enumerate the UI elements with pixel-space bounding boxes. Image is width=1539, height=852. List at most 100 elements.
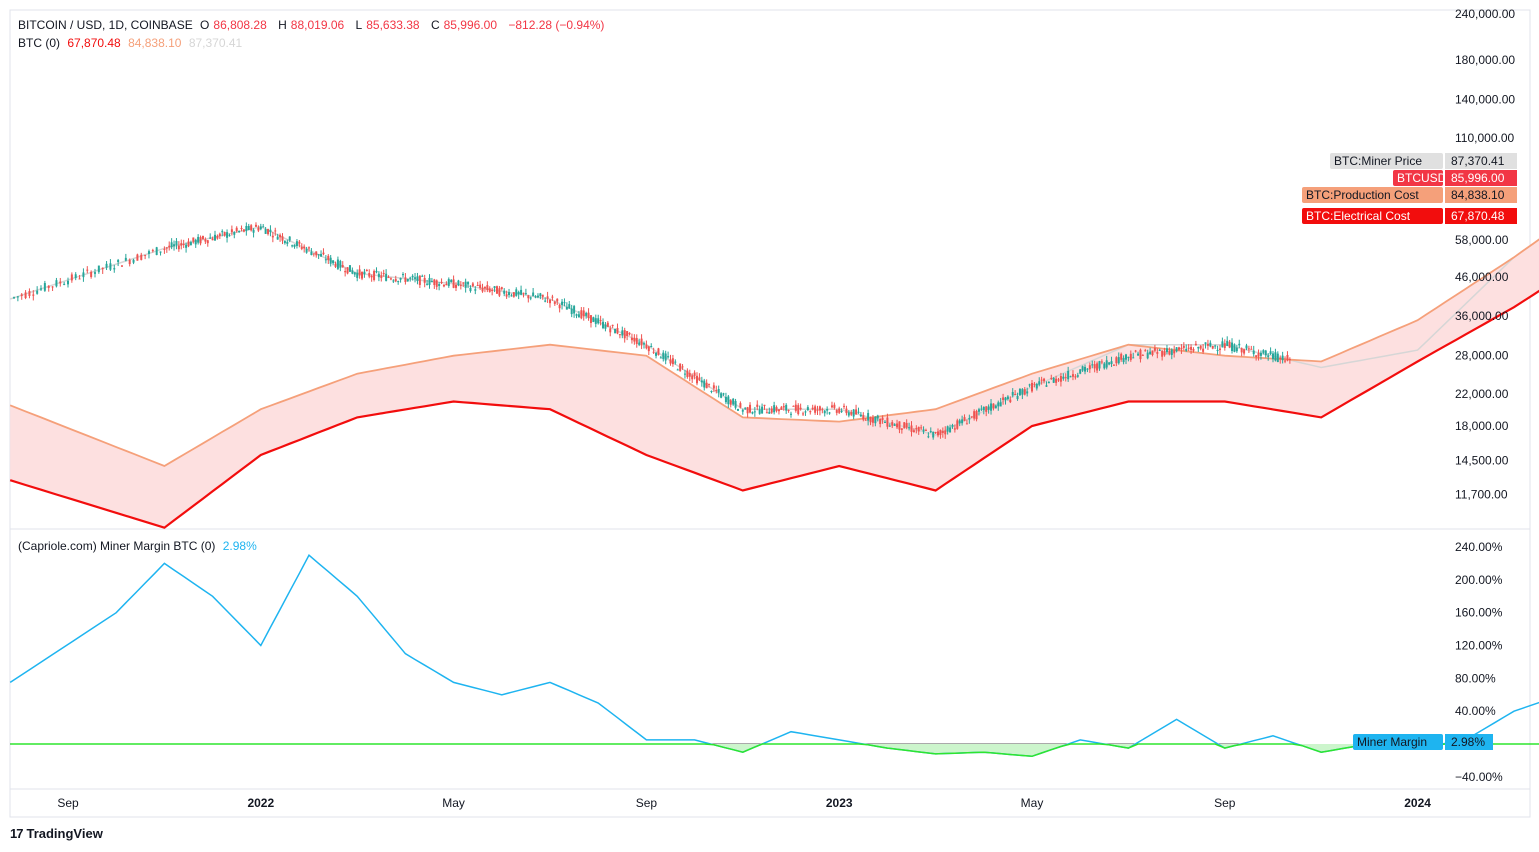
candle-body (809, 410, 812, 413)
candle-body (1098, 361, 1101, 369)
candle-body (1038, 381, 1041, 385)
candle-body (900, 428, 903, 430)
candle-body (833, 404, 836, 408)
candle (462, 282, 465, 288)
candle-body (883, 421, 886, 423)
candle (924, 428, 927, 431)
candle (423, 274, 426, 288)
candle-body (211, 238, 214, 241)
candle (869, 416, 872, 426)
candle-body (626, 331, 629, 336)
candle (428, 274, 431, 289)
candle (826, 406, 829, 415)
candle-body (474, 289, 477, 291)
candle-body (751, 412, 754, 414)
candle-body (185, 244, 188, 248)
candle (917, 426, 920, 435)
candle-body (671, 358, 674, 365)
candle-body (985, 406, 988, 412)
candle-body (428, 277, 431, 285)
candle (1134, 349, 1137, 353)
candle (226, 229, 229, 243)
candle-body (710, 390, 713, 392)
candle (1144, 348, 1147, 352)
time-axis-label: 2023 (826, 796, 853, 810)
candle (353, 271, 356, 277)
candle (322, 248, 325, 256)
price-axis-label: 46,000.00 (1455, 270, 1509, 284)
candle (628, 332, 631, 336)
candle-body (1226, 340, 1229, 346)
candle-body (1122, 357, 1125, 363)
candle-body (55, 280, 58, 287)
candle (479, 280, 482, 290)
candle-body (1209, 342, 1212, 347)
candle (1247, 345, 1250, 353)
candle-body (990, 403, 993, 411)
price-axis-label: 58,000.00 (1455, 233, 1509, 247)
candle (404, 273, 407, 285)
candle (806, 405, 809, 412)
candle-body (124, 257, 127, 261)
candle-body (780, 407, 783, 410)
candle-body (724, 396, 727, 403)
candle-body (585, 312, 588, 316)
candle (109, 259, 112, 271)
candle (147, 249, 150, 259)
candle-body (1204, 342, 1207, 344)
candle-body (387, 277, 390, 279)
candle (481, 283, 484, 293)
candle (1079, 369, 1082, 375)
candle (394, 275, 397, 283)
candle (659, 355, 662, 359)
candle-body (471, 283, 474, 287)
candle (159, 251, 162, 256)
candle-body (269, 229, 272, 233)
candle-body (1064, 377, 1067, 379)
candle-body (1267, 355, 1270, 357)
candle (874, 416, 877, 427)
candle-body (1173, 350, 1176, 354)
candle-body (1100, 361, 1103, 363)
candle (580, 307, 583, 320)
candle (471, 282, 474, 287)
candle-body (874, 416, 877, 424)
candle-body (20, 294, 23, 297)
candle (932, 431, 935, 440)
candle (380, 271, 383, 282)
candle-body (539, 293, 542, 297)
candle (1105, 355, 1108, 370)
candle (541, 294, 544, 300)
price-axis-label: 140,000.00 (1455, 93, 1515, 107)
price-badge-value-bg (1445, 153, 1517, 169)
candle-body (1040, 379, 1043, 381)
candle-body (216, 236, 219, 239)
candle (855, 404, 858, 415)
candle-body (1240, 348, 1243, 353)
candle (724, 392, 727, 405)
margin-axis-label: 40.00% (1455, 704, 1496, 718)
candle-body (510, 295, 513, 297)
candle-body (1009, 399, 1012, 403)
candle-body (1206, 343, 1209, 346)
candle (421, 274, 424, 277)
candle (589, 314, 592, 328)
candle (912, 428, 915, 433)
candle (315, 251, 318, 258)
candle (168, 241, 171, 251)
btc-indicator-legend[interactable]: BTC (0) 67,870.48 84,838.10 87,370.41 (18, 36, 246, 50)
miner-margin-legend[interactable]: (Capriole.com) Miner Margin BTC (0) 2.98… (18, 539, 261, 553)
candle-body (1187, 347, 1190, 349)
candle-body (912, 430, 915, 433)
price-badge-value: 85,996.00 (1451, 171, 1505, 185)
candle (1170, 348, 1173, 360)
candle-body (951, 425, 954, 427)
candle (370, 274, 373, 282)
candle (16, 296, 19, 302)
candle-body (51, 286, 54, 288)
candle-body (1043, 378, 1046, 382)
candle (1043, 377, 1046, 384)
tradingview-brand[interactable]: 17 TradingView (10, 826, 103, 841)
candle-body (334, 264, 337, 267)
